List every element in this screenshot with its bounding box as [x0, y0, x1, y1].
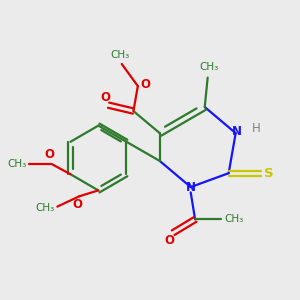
Text: H: H — [252, 122, 260, 135]
Text: CH₃: CH₃ — [200, 62, 219, 72]
Text: CH₃: CH₃ — [224, 214, 244, 224]
Text: O: O — [44, 148, 54, 161]
Text: CH₃: CH₃ — [7, 159, 26, 169]
Text: CH₃: CH₃ — [111, 50, 130, 59]
Text: N: N — [186, 181, 196, 194]
Text: O: O — [141, 78, 151, 91]
Text: O: O — [72, 198, 82, 211]
Text: S: S — [264, 167, 274, 180]
Text: O: O — [100, 91, 110, 104]
Text: N: N — [232, 125, 242, 138]
Text: CH₃: CH₃ — [35, 203, 54, 213]
Text: O: O — [165, 234, 175, 247]
